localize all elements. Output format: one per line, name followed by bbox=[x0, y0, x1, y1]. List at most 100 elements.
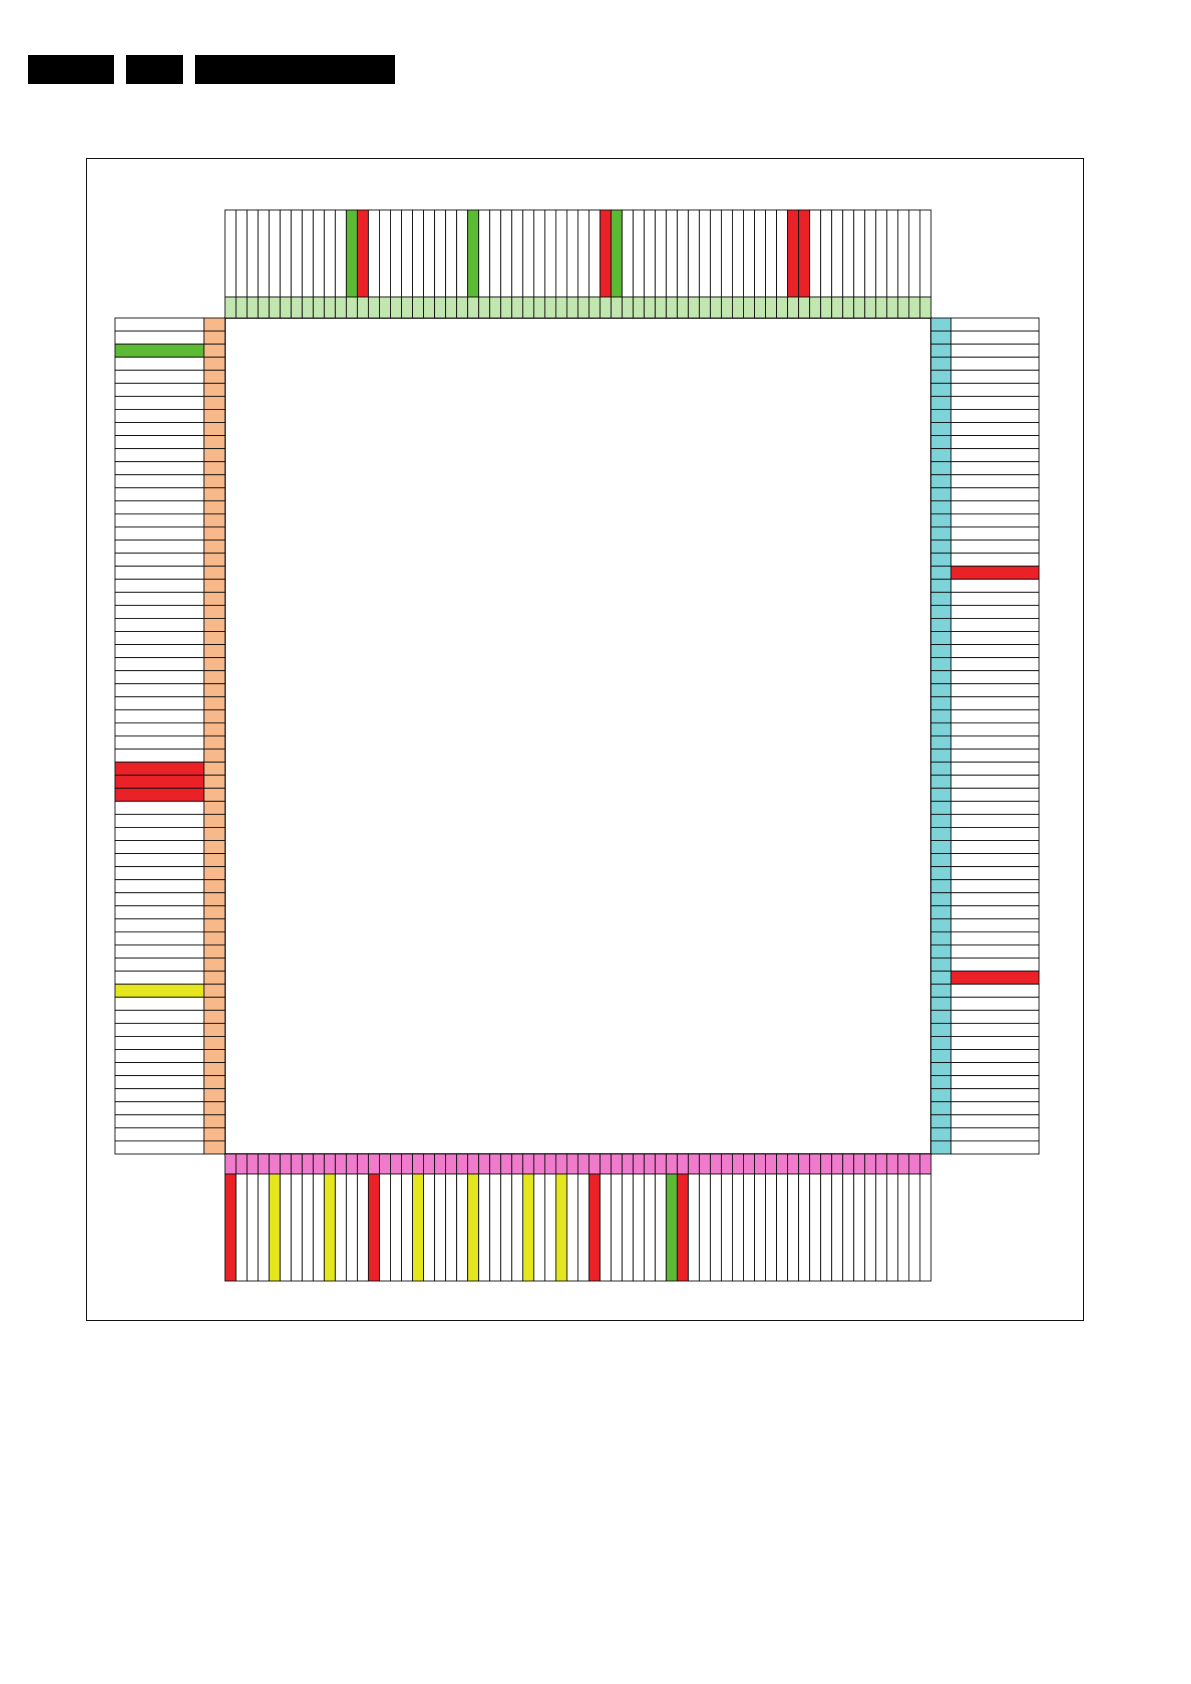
bottom-pin-label-cell bbox=[401, 1173, 413, 1282]
bottom-pin-label-cell bbox=[787, 1173, 800, 1282]
right-pin-band-cell bbox=[930, 709, 952, 724]
top-pin-label-cell bbox=[643, 209, 656, 298]
bottom-pin-band-cell bbox=[632, 1153, 645, 1175]
top-pin-label-cell bbox=[312, 209, 325, 298]
right-pin-label-cell bbox=[950, 983, 1040, 998]
left-pin-band-cell bbox=[203, 644, 226, 659]
right-pin-label-cell bbox=[950, 866, 1040, 881]
left-pin-label-cell bbox=[114, 487, 205, 502]
right-pin-band-cell bbox=[930, 552, 952, 567]
bottom-pin-label-cell bbox=[533, 1173, 546, 1282]
right-pin-band-cell bbox=[930, 983, 952, 998]
bottom-pin-label-cell bbox=[897, 1173, 910, 1282]
bottom-pin-band-cell bbox=[776, 1153, 789, 1175]
right-pin-label-cell bbox=[950, 565, 1040, 580]
bottom-pin-label-cell bbox=[698, 1173, 711, 1282]
right-pin-band-cell bbox=[930, 840, 952, 855]
right-pin-band-cell bbox=[930, 526, 952, 541]
top-pin-band-cell bbox=[798, 296, 811, 319]
right-pin-label-cell bbox=[950, 644, 1040, 659]
top-pin-label-cell bbox=[224, 209, 237, 298]
top-pin-label-cell bbox=[698, 209, 711, 298]
bottom-pin-band-cell bbox=[522, 1153, 535, 1175]
left-pin-band-cell bbox=[203, 1009, 226, 1024]
bottom-pin-label-cell bbox=[665, 1173, 678, 1282]
left-pin-label-cell bbox=[114, 382, 205, 397]
right-pin-band-cell bbox=[930, 330, 952, 345]
left-pin-band-cell bbox=[203, 931, 226, 946]
right-pin-band-cell bbox=[930, 1009, 952, 1024]
left-pin-label-cell bbox=[114, 696, 205, 711]
left-pin-label-cell bbox=[114, 644, 205, 659]
top-pin-band-cell bbox=[643, 296, 656, 319]
left-pin-band-cell bbox=[203, 617, 226, 632]
header-block-1 bbox=[28, 55, 114, 84]
top-pin-band-cell bbox=[456, 296, 469, 319]
left-pin-band-cell bbox=[203, 343, 226, 358]
top-pin-label-cell bbox=[566, 209, 579, 298]
bottom-pin-band-cell bbox=[820, 1153, 833, 1175]
left-pin-label-cell bbox=[114, 657, 205, 672]
bottom-pin-band-cell bbox=[345, 1153, 358, 1175]
top-pin-band-cell bbox=[776, 296, 789, 319]
top-pin-band-cell bbox=[698, 296, 711, 319]
bottom-pin-band-cell bbox=[246, 1153, 259, 1175]
bottom-pin-band-cell bbox=[467, 1153, 480, 1175]
top-pin-band-cell bbox=[401, 296, 413, 319]
left-pin-label-cell bbox=[114, 448, 205, 463]
left-pin-band-cell bbox=[203, 526, 226, 541]
right-pin-label-cell bbox=[950, 604, 1040, 619]
right-pin-label-cell bbox=[950, 539, 1040, 554]
left-pin-band-cell bbox=[203, 369, 226, 384]
right-pin-label-cell bbox=[950, 448, 1040, 463]
top-pin-band-cell bbox=[853, 296, 866, 319]
left-pin-label-cell bbox=[114, 591, 205, 606]
top-pin-band-cell bbox=[743, 296, 755, 319]
right-pin-label-cell bbox=[950, 722, 1040, 737]
bottom-pin-band-cell bbox=[731, 1153, 744, 1175]
top-pin-band-cell bbox=[842, 296, 855, 319]
right-pin-label-cell bbox=[950, 800, 1040, 815]
bottom-pin-label-cell bbox=[743, 1173, 755, 1282]
top-pin-band-cell bbox=[676, 296, 689, 319]
right-pin-band-cell bbox=[930, 866, 952, 881]
right-pin-label-cell bbox=[950, 892, 1040, 907]
right-pin-label-cell bbox=[950, 395, 1040, 410]
left-pin-label-cell bbox=[114, 1101, 205, 1116]
left-pin-label-cell bbox=[114, 317, 205, 332]
top-pin-band-cell bbox=[566, 296, 579, 319]
bottom-pin-band-cell bbox=[676, 1153, 689, 1175]
top-pin-label-cell bbox=[390, 209, 402, 298]
left-pin-band-cell bbox=[203, 1062, 226, 1077]
left-pin-band-cell bbox=[203, 604, 226, 619]
top-pin-label-cell bbox=[610, 209, 623, 298]
right-pin-band-cell bbox=[930, 1049, 952, 1064]
left-pin-label-cell bbox=[114, 670, 205, 685]
bottom-pin-band-cell bbox=[301, 1153, 314, 1175]
right-pin-band-cell bbox=[930, 892, 952, 907]
right-pin-band-cell bbox=[930, 513, 952, 528]
left-pin-band-cell bbox=[203, 709, 226, 724]
top-pin-label-cell bbox=[588, 209, 601, 298]
bottom-pin-label-cell bbox=[577, 1173, 590, 1282]
right-pin-band-cell bbox=[930, 918, 952, 933]
left-pin-band-cell bbox=[203, 448, 226, 463]
left-pin-band-cell bbox=[203, 826, 226, 841]
left-pin-label-cell bbox=[114, 826, 205, 841]
bottom-pin-band-cell bbox=[864, 1153, 877, 1175]
left-pin-band-cell bbox=[203, 879, 226, 894]
bottom-pin-band-cell bbox=[489, 1153, 502, 1175]
bottom-pin-band-cell bbox=[621, 1153, 634, 1175]
bottom-pin-band-cell bbox=[224, 1153, 237, 1175]
top-pin-band-cell bbox=[367, 296, 380, 319]
top-pin-band-cell bbox=[423, 296, 436, 319]
top-pin-label-cell bbox=[842, 209, 855, 298]
right-pin-label-cell bbox=[950, 578, 1040, 593]
bottom-pin-label-cell bbox=[654, 1173, 667, 1282]
bottom-pin-band-cell bbox=[687, 1153, 700, 1175]
top-pin-label-cell bbox=[754, 209, 766, 298]
top-pin-label-cell bbox=[897, 209, 910, 298]
right-pin-band-cell bbox=[930, 317, 952, 332]
left-pin-band-cell bbox=[203, 408, 226, 423]
bottom-pin-band-cell bbox=[798, 1153, 811, 1175]
